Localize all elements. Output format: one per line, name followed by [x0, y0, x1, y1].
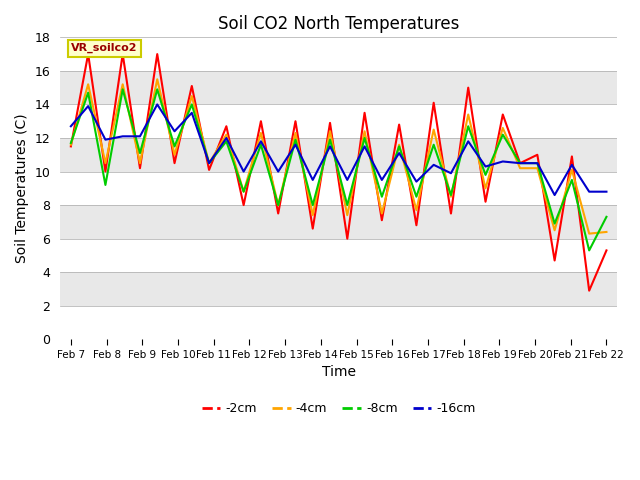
- Title: Soil CO2 North Temperatures: Soil CO2 North Temperatures: [218, 15, 460, 33]
- Text: VR_soilco2: VR_soilco2: [71, 43, 138, 53]
- Bar: [60, 272, 617, 306]
- Y-axis label: Soil Temperatures (C): Soil Temperatures (C): [15, 113, 29, 263]
- X-axis label: Time: Time: [322, 365, 356, 379]
- Bar: [60, 138, 617, 171]
- Bar: [60, 306, 617, 339]
- Bar: [60, 37, 617, 71]
- Legend: -2cm, -4cm, -8cm, -16cm: -2cm, -4cm, -8cm, -16cm: [196, 397, 481, 420]
- Bar: [60, 239, 617, 272]
- Bar: [60, 205, 617, 239]
- Bar: [60, 105, 617, 138]
- Bar: [60, 171, 617, 205]
- Bar: [60, 71, 617, 105]
